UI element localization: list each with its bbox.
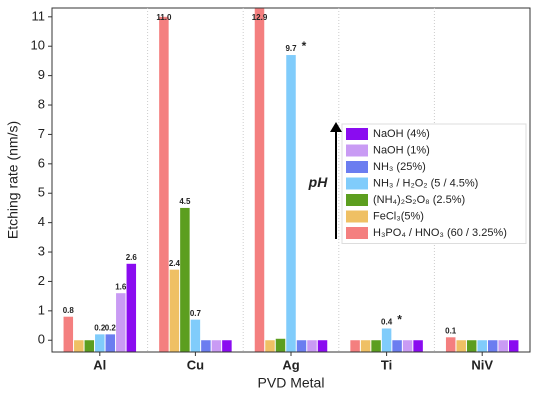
x-tick-label: Al <box>93 357 106 372</box>
bar <box>477 340 487 352</box>
bar <box>169 269 180 352</box>
value-label: 0.4 <box>381 318 393 327</box>
bar <box>360 340 371 352</box>
bar <box>222 340 232 352</box>
legend-label: (NH₄)₂S₂O₈ (2.5%) <box>373 194 465 206</box>
bar <box>350 340 360 352</box>
bar <box>445 337 456 352</box>
bar <box>74 340 84 352</box>
y-tick-label: 1 <box>38 302 45 317</box>
bar <box>487 340 498 352</box>
value-label: 2.6 <box>126 253 138 262</box>
legend-label: FeCl₃(5%) <box>373 210 424 222</box>
legend-swatch <box>346 161 368 173</box>
y-tick-label: 5 <box>38 185 45 200</box>
bar <box>84 340 95 352</box>
value-label: 0.2 <box>94 323 106 332</box>
value-label: 9.7 <box>285 44 297 53</box>
value-label: 0.8 <box>63 306 75 315</box>
legend-label: NH₃ / H₂O₂ (5 / 4.5%) <box>373 177 478 189</box>
legend-swatch <box>346 227 368 239</box>
value-label: 2.4 <box>169 259 181 268</box>
bar <box>190 319 201 352</box>
plot-area <box>63 8 519 352</box>
x-tick-label: Ag <box>282 357 299 372</box>
bar <box>126 263 137 352</box>
legend-swatch <box>346 194 368 206</box>
y-tick-label: 10 <box>31 38 45 53</box>
bar <box>508 340 519 352</box>
legend-swatch <box>346 177 368 190</box>
bar <box>296 340 307 352</box>
bar <box>201 340 211 352</box>
y-tick-label: 9 <box>38 67 45 82</box>
legend-label: NaOH (1%) <box>373 144 430 156</box>
y-tick-label: 8 <box>38 96 45 111</box>
bar <box>254 8 265 352</box>
bar <box>381 328 392 352</box>
bar <box>116 293 126 352</box>
bar <box>466 340 477 352</box>
legend-swatch <box>346 128 368 140</box>
legend-label: NH₃ (25%) <box>373 161 426 173</box>
bar <box>63 316 74 352</box>
y-tick-label: 7 <box>38 126 45 141</box>
bar <box>159 16 169 352</box>
y-tick-label: 3 <box>38 243 45 258</box>
y-tick-label: 0 <box>38 332 45 347</box>
x-tick-label: Ti <box>381 357 392 372</box>
bar <box>371 340 381 352</box>
bar <box>286 55 296 352</box>
y-axis-label: Etching rate (nm/s) <box>5 121 21 239</box>
x-tick-label: NiV <box>471 357 493 372</box>
legend-swatch <box>346 210 368 223</box>
y-tick-label: 11 <box>32 8 46 23</box>
value-label: 0.1 <box>445 326 457 335</box>
bar <box>402 340 413 352</box>
bar <box>413 340 423 352</box>
value-label: 11.0 <box>156 13 172 22</box>
legend-label: H₃PO₄ / HNO₃ (60 / 3.25%) <box>373 227 507 239</box>
y-tick-label: 4 <box>38 214 45 229</box>
bar <box>498 340 508 352</box>
x-axis-label: PVD Metal <box>258 375 325 391</box>
legend-arrow-label: pH <box>308 174 329 190</box>
x-tick-label: Cu <box>187 357 204 372</box>
value-label: 12.9 <box>252 13 268 22</box>
legend-label: NaOH (4%) <box>373 128 430 140</box>
value-label: 4.5 <box>179 197 191 206</box>
y-tick-label: 6 <box>38 155 45 170</box>
bar <box>275 338 286 352</box>
legend-frame <box>341 123 527 244</box>
bar <box>456 340 466 352</box>
annotation: * <box>302 39 307 53</box>
value-label: 0.2 <box>105 323 117 332</box>
y-tick-label: 2 <box>38 273 45 288</box>
bar <box>95 334 105 352</box>
bar <box>211 340 222 352</box>
legend-arrow-head <box>330 122 342 132</box>
bar <box>180 207 190 352</box>
value-label: 1.6 <box>115 282 127 291</box>
bar <box>317 340 328 352</box>
bar <box>307 340 317 352</box>
legend-swatch <box>346 144 368 157</box>
value-label: 0.7 <box>190 309 202 318</box>
annotation: * <box>397 313 402 327</box>
bar <box>265 340 275 352</box>
bar <box>392 340 402 352</box>
bar <box>105 334 116 352</box>
